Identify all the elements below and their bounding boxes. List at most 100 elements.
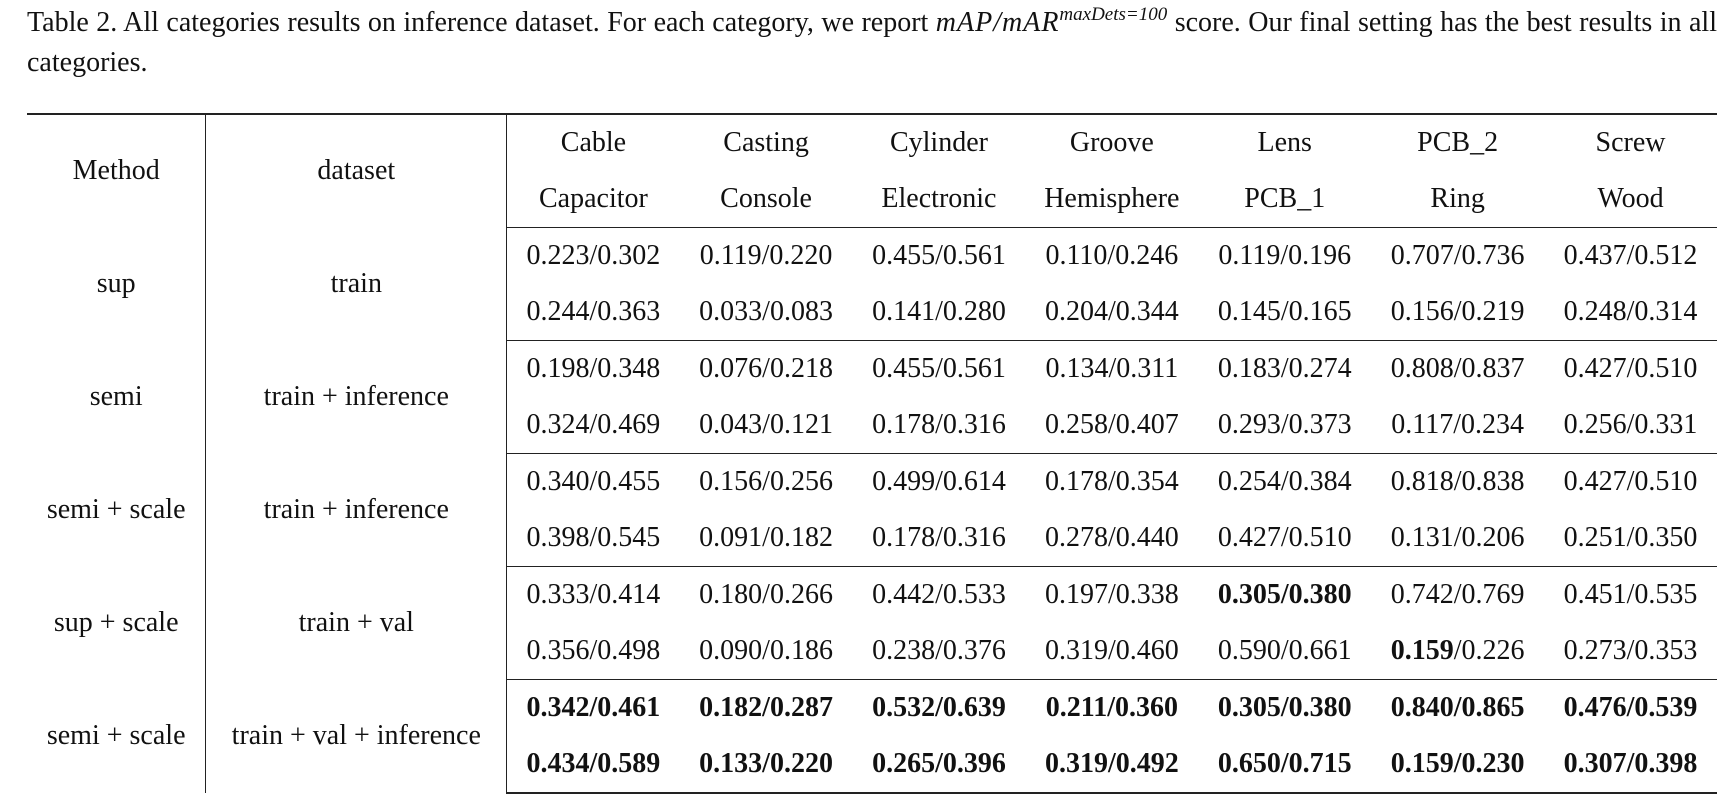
score-cell: 0.211/0.360 xyxy=(1045,692,1178,723)
score-cell: 0.043/0.121 xyxy=(679,397,853,454)
table-row: 0.434/0.589 0.133/0.220 0.265/0.396 0.31… xyxy=(27,736,1717,794)
header-method: Method xyxy=(27,113,207,228)
header-category: Console xyxy=(679,171,853,228)
score-cell: 0.204/0.344 xyxy=(1025,284,1199,341)
score-cell: 0.258/0.407 xyxy=(1025,397,1199,454)
score-cell: 0.590/0.661 xyxy=(1198,623,1372,680)
table-row: semi + scale train + val + inference 0.3… xyxy=(27,679,1717,793)
table-row: semi train + inference 0.198/0.348 0.076… xyxy=(27,340,1717,454)
table-header: Method dataset Cable Casting Cylinder Gr… xyxy=(27,113,1717,228)
score-cell: 0.707/0.736 xyxy=(1390,240,1525,271)
score-cell: 0.223/0.302 xyxy=(526,240,661,271)
score-cell: 0.248/0.314 xyxy=(1544,284,1717,341)
score-cell: 0.342/0.461 xyxy=(526,692,661,723)
score-cell: 0.180/0.266 xyxy=(699,579,833,610)
score-cell: 0.256/0.331 xyxy=(1544,397,1717,454)
score-cell: 0.818/0.838 xyxy=(1390,466,1525,497)
header-category: Lens xyxy=(1198,113,1372,171)
score-cell: 0.451/0.535 xyxy=(1563,579,1698,610)
score-cell: 0.182/0.287 xyxy=(699,692,833,723)
score-cell: 0.532/0.639 xyxy=(872,692,1006,723)
score-cell: 0.427/0.510 xyxy=(1563,466,1698,497)
method-cell: semi xyxy=(27,340,207,454)
header-category: Electronic xyxy=(852,171,1026,228)
score-cell: 0.178/0.316 xyxy=(852,510,1026,567)
header-row-bottom: Capacitor Console Electronic Hemisphere … xyxy=(27,171,1717,228)
score-cell: 0.840/0.865 xyxy=(1390,692,1525,723)
score-cell: 0.133/0.220 xyxy=(679,736,853,794)
score-cell: 0.650/0.715 xyxy=(1198,736,1372,794)
score-cell: 0.033/0.083 xyxy=(679,284,853,341)
header-category: Groove xyxy=(1025,113,1199,171)
score-cell: 0.455/0.561 xyxy=(872,353,1006,384)
score-cell: 0.427/0.510 xyxy=(1563,353,1698,384)
header-category: Hemisphere xyxy=(1025,171,1199,228)
header-category: PCB_1 xyxy=(1198,171,1372,228)
dataset-cell: train + val xyxy=(205,566,508,680)
score-cell: 0.076/0.218 xyxy=(699,353,833,384)
score-cell: 0.254/0.384 xyxy=(1217,466,1352,497)
table-row: 0.398/0.545 0.091/0.182 0.178/0.316 0.27… xyxy=(27,510,1717,567)
dataset-cell: train + inference xyxy=(205,340,508,454)
score-cell: 0.437/0.512 xyxy=(1563,240,1698,271)
score-cell: 0.273/0.353 xyxy=(1544,623,1717,680)
method-cell: sup xyxy=(27,227,207,341)
score-cell: 0.808/0.837 xyxy=(1390,353,1525,384)
score-cell: 0.159/0.230 xyxy=(1371,736,1545,794)
caption-label: Table 2. xyxy=(27,7,118,38)
dataset-cell: train + val + inference xyxy=(205,679,508,793)
score-cell: 0.356/0.498 xyxy=(506,623,680,680)
dataset-cell: train xyxy=(205,227,508,341)
header-category: Cable xyxy=(506,113,680,171)
table-row: 0.356/0.498 0.090/0.186 0.238/0.376 0.31… xyxy=(27,623,1717,680)
table-row: sup train 0.223/0.302 0.119/0.220 0.455/… xyxy=(27,227,1717,341)
table-body: sup train 0.223/0.302 0.119/0.220 0.455/… xyxy=(27,227,1717,794)
score-cell: 0.117/0.234 xyxy=(1371,397,1545,454)
score-cell: 0.134/0.311 xyxy=(1045,353,1179,384)
score-cell: 0.178/0.316 xyxy=(852,397,1026,454)
score-cell: 0.333/0.414 xyxy=(526,579,661,610)
caption-text-before: All categories results on inference data… xyxy=(117,7,936,38)
score-cell: 0.156/0.219 xyxy=(1371,284,1545,341)
score-cell: 0.119/0.196 xyxy=(1218,240,1352,271)
score-cell: 0.742/0.769 xyxy=(1390,579,1525,610)
score-cell: 0.198/0.348 xyxy=(526,353,661,384)
score-cell: 0.442/0.533 xyxy=(872,579,1006,610)
score-cell: 0.319/0.460 xyxy=(1025,623,1199,680)
header-category: Ring xyxy=(1371,171,1545,228)
score-cell: 0.307/0.398 xyxy=(1544,736,1717,794)
score-cell: 0.159/0.226 xyxy=(1371,623,1545,680)
table-row: semi + scale train + inference 0.340/0.4… xyxy=(27,453,1717,567)
score-cell: 0.238/0.376 xyxy=(852,623,1026,680)
score-cell: 0.305/0.380 xyxy=(1217,579,1352,610)
method-cell: semi + scale xyxy=(27,679,207,793)
score-cell: 0.265/0.396 xyxy=(852,736,1026,794)
method-cell: semi + scale xyxy=(27,453,207,567)
score-cell: 0.183/0.274 xyxy=(1217,353,1352,384)
score-cell: 0.476/0.539 xyxy=(1563,692,1698,723)
score-cell: 0.145/0.165 xyxy=(1198,284,1372,341)
score-cell: 0.131/0.206 xyxy=(1371,510,1545,567)
score-cell: 0.455/0.561 xyxy=(872,240,1006,271)
table-caption: Table 2. All categories results on infer… xyxy=(27,4,1717,81)
score-cell: 0.197/0.338 xyxy=(1044,579,1179,610)
score-cell: 0.091/0.182 xyxy=(679,510,853,567)
table-row: sup + scale train + val 0.333/0.414 0.18… xyxy=(27,566,1717,680)
score-cell: 0.251/0.350 xyxy=(1544,510,1717,567)
table-row: 0.324/0.469 0.043/0.121 0.178/0.316 0.25… xyxy=(27,397,1717,454)
dataset-cell: train + inference xyxy=(205,453,508,567)
score-cell: 0.427/0.510 xyxy=(1198,510,1372,567)
header-category: Screw xyxy=(1544,113,1717,171)
header-category: Capacitor xyxy=(506,171,680,228)
score-cell: 0.499/0.614 xyxy=(872,466,1006,497)
method-cell: sup + scale xyxy=(27,566,207,680)
results-table: Method dataset Cable Casting Cylinder Gr… xyxy=(27,113,1717,794)
header-category: PCB_2 xyxy=(1371,113,1545,171)
score-cell: 0.278/0.440 xyxy=(1025,510,1199,567)
caption-metric-superscript: maxDets=100 xyxy=(1059,4,1168,25)
score-cell: 0.293/0.373 xyxy=(1198,397,1372,454)
score-cell: 0.340/0.455 xyxy=(526,466,661,497)
score-cell: 0.319/0.492 xyxy=(1025,736,1199,794)
score-cell: 0.156/0.256 xyxy=(699,466,833,497)
caption-metric: mAP/mAR xyxy=(935,7,1060,38)
